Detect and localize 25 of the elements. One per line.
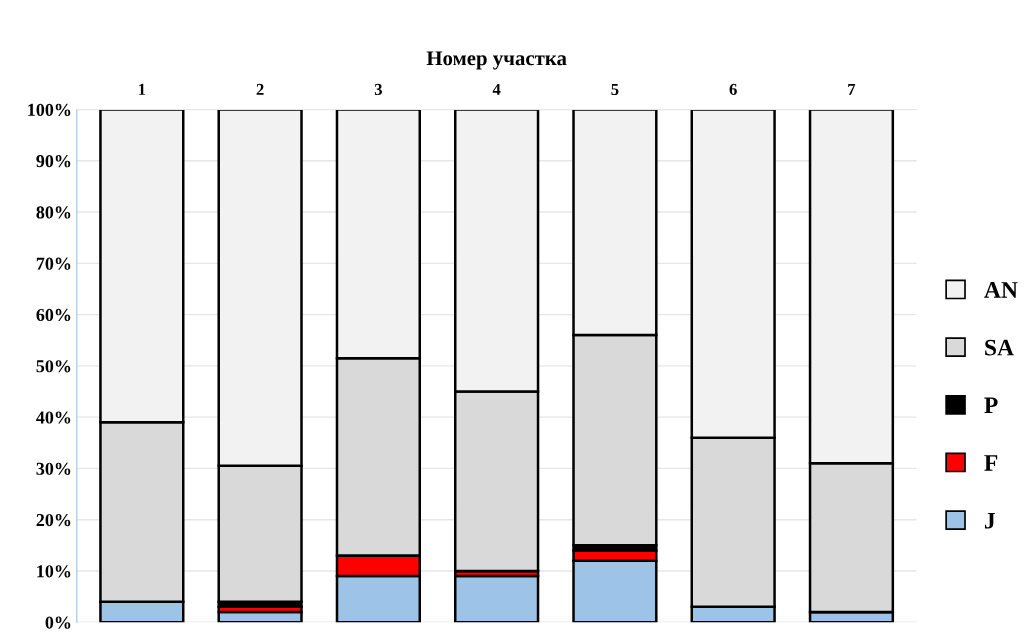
- x-tick-label: 6: [729, 83, 737, 96]
- legend-label: SA: [985, 339, 1014, 356]
- y-tick-label: 40%: [36, 411, 71, 424]
- x-tick-label: 1: [139, 83, 146, 95]
- legend-label: F: [984, 455, 998, 471]
- y-tick-label: 90%: [36, 155, 71, 168]
- x-tick-label: 4: [492, 83, 501, 95]
- x-tick-label: 2: [256, 83, 264, 95]
- y-tick-label: 20%: [36, 513, 71, 527]
- x-tick-label: 5: [611, 83, 619, 96]
- y-tick-label: 100%: [28, 103, 71, 117]
- y-tick-label: 70%: [36, 257, 71, 270]
- y-tick-label: 10%: [37, 565, 71, 578]
- legend-label: AN: [984, 282, 1018, 298]
- y-tick-label: 30%: [36, 462, 71, 475]
- x-tick-label: 3: [374, 83, 382, 96]
- legend-label: P: [984, 397, 998, 413]
- y-tick-label: 50%: [36, 360, 71, 373]
- x-tick-label: 7: [848, 83, 856, 95]
- bar: [454, 574, 540, 623]
- y-tick-label: 80%: [36, 206, 71, 219]
- chart-title: Номер участка: [426, 51, 567, 70]
- y-tick-label: 60%: [36, 308, 71, 322]
- y-tick-label: 0%: [45, 616, 71, 629]
- legend-label: J: [984, 512, 996, 529]
